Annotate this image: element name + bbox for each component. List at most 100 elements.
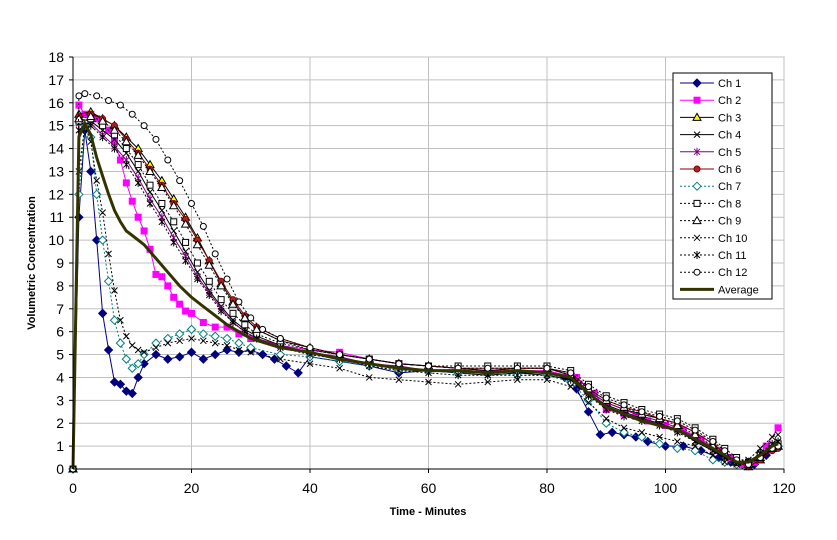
y-tick-label: 5 <box>56 347 64 363</box>
series-ch-1-marker <box>293 368 303 378</box>
series-ch-10-marker <box>140 348 148 356</box>
series-ch-9-marker <box>145 166 155 175</box>
y-tick-label: 10 <box>48 232 64 248</box>
series-ch-2-marker <box>188 309 195 317</box>
legend-item-ch-11: Ch 11 <box>680 250 747 262</box>
series-ch-2-marker <box>774 424 782 432</box>
legend-item-ch-10-label: Ch 10 <box>718 233 747 245</box>
y-tick-label: 6 <box>56 324 64 340</box>
series-ch-11-marker <box>122 160 130 169</box>
series-ch-12-marker <box>543 364 551 372</box>
y-tick-label: 15 <box>48 118 64 134</box>
y-axis-title: Volumetric Concentration <box>26 196 38 330</box>
x-tick-label: 60 <box>421 480 437 496</box>
series-ch-4-marker <box>134 168 142 175</box>
series-ch-2-marker <box>152 270 160 278</box>
series-ch-12-marker <box>691 426 699 434</box>
series-ch-2-marker <box>116 156 124 164</box>
series-ch-2-marker <box>122 179 130 187</box>
series-ch-12-marker <box>199 222 207 230</box>
series-ch-12-marker <box>395 360 403 368</box>
series-ch-10-marker <box>306 360 314 368</box>
legend-item-ch-4-label: Ch 4 <box>718 130 741 142</box>
legend-item-ch-4: Ch 4 <box>680 130 741 142</box>
series-ch-8-marker <box>134 161 142 169</box>
legend-item-ch-7-marker <box>692 181 702 191</box>
y-tick-label: 2 <box>56 415 64 431</box>
series-ch-12-marker <box>81 90 89 98</box>
series-ch-1-marker <box>210 349 220 360</box>
series-ch-11-marker <box>229 318 237 327</box>
series-ch-10-marker <box>277 355 284 363</box>
legend-item-ch-4-marker <box>693 131 701 138</box>
series-ch-1-marker <box>186 347 197 357</box>
series-ch-12-marker <box>259 325 267 333</box>
legend-item-ch-10-marker <box>693 234 701 242</box>
series-ch-10-marker <box>164 339 172 347</box>
legend-item-ch-3: Ch 3 <box>680 112 741 124</box>
series-ch-12-marker <box>105 96 113 104</box>
series-ch-10-marker <box>365 374 373 381</box>
series-ch-2-marker <box>211 323 219 331</box>
series-ch-7-marker <box>109 315 120 325</box>
series-ch-1-marker <box>257 349 268 360</box>
series-ch-8-marker <box>170 218 178 226</box>
series-ch-2-marker <box>158 273 166 281</box>
legend-item-ch-2-label: Ch 2 <box>718 95 741 107</box>
series-ch-2-marker <box>176 300 184 308</box>
series-ch-7-marker <box>127 363 137 373</box>
series-ch-1-marker <box>583 407 594 417</box>
y-tick-label: 13 <box>48 163 64 179</box>
series-ch-7-marker <box>103 276 114 287</box>
y-tick-label: 17 <box>48 72 64 88</box>
series-ch-12-marker <box>235 298 243 306</box>
x-axis-title: Time - Minutes <box>390 506 467 518</box>
series-ch-11-marker <box>146 199 154 208</box>
series-ch-10-marker <box>484 378 492 386</box>
x-tick-label: 0 <box>69 480 77 496</box>
series-ch-1-marker <box>151 349 161 360</box>
series-ch-2-marker <box>170 293 178 301</box>
series-ch-7-marker <box>115 338 126 348</box>
y-tick-label: 3 <box>56 392 64 408</box>
series-ch-10-marker <box>656 433 663 441</box>
series-ch-10-marker <box>99 209 106 216</box>
legend-item-ch-2-marker <box>693 96 701 104</box>
series-ch-7-marker <box>97 235 108 245</box>
series-ch-7-marker <box>121 354 132 364</box>
series-ch-12 <box>69 90 782 473</box>
y-tick-label: 8 <box>56 278 64 294</box>
series-ch-11-marker <box>170 238 178 247</box>
series-ch-9-marker <box>157 182 167 191</box>
series-ch-1-marker <box>115 379 126 390</box>
y-tick-label: 7 <box>56 301 64 317</box>
series-ch-9-marker <box>180 219 191 228</box>
legend-item-ch-5: Ch 5 <box>680 147 741 159</box>
y-tick-label: 9 <box>56 255 64 271</box>
series-ch-10-marker <box>247 348 255 356</box>
y-tick-label: 4 <box>56 369 64 385</box>
series-ch-7-marker <box>133 359 143 369</box>
series-ch-12-marker <box>128 110 136 118</box>
series-ch-12-marker <box>247 314 255 322</box>
series-ch-9-marker <box>192 239 203 249</box>
series-ch-9-marker <box>85 111 96 121</box>
series-ch-11-marker <box>182 256 189 265</box>
series-ch-9-marker <box>251 324 262 333</box>
series-ch-10-marker <box>602 415 610 422</box>
series-ch-2-marker <box>128 197 136 205</box>
series-ch-12-marker <box>484 364 492 372</box>
legend-item-ch-6-marker <box>693 165 701 173</box>
series-ch-9-marker <box>133 150 144 159</box>
series-ch-10-marker <box>176 337 184 345</box>
series-ch-11-marker <box>99 133 106 142</box>
series-ch-2-marker <box>164 282 172 290</box>
series-ch-1-marker <box>198 354 209 364</box>
legend-item-ch-12: Ch 12 <box>680 267 747 279</box>
series-ch-11-marker <box>134 178 142 187</box>
series-ch-1-marker <box>281 361 292 371</box>
x-tick-label: 120 <box>772 480 796 496</box>
legend-item-ch-8-marker <box>693 199 701 207</box>
series-ch-12-marker <box>602 394 610 402</box>
